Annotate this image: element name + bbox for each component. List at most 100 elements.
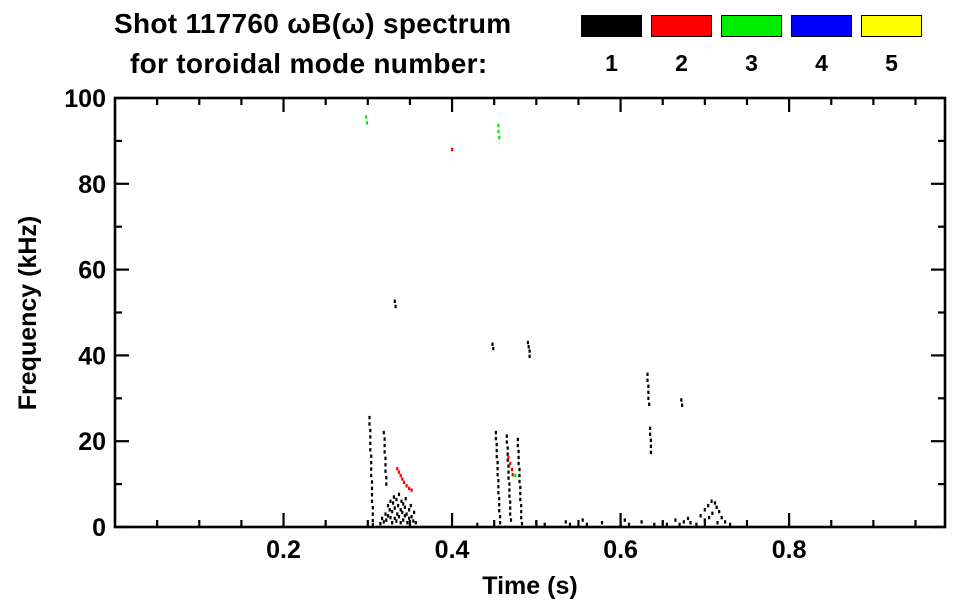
data-point	[370, 499, 374, 503]
y-axis-title: Frequency (kHz)	[14, 216, 42, 410]
data-point	[517, 455, 520, 460]
data-point	[680, 398, 683, 402]
data-point	[494, 430, 497, 435]
data-point	[623, 518, 626, 522]
data-point	[678, 522, 681, 527]
data-point	[409, 503, 412, 508]
data-point	[491, 342, 494, 346]
legend-number-5: 5	[885, 50, 898, 76]
data-point	[391, 521, 394, 525]
data-point	[520, 521, 524, 526]
y-tick-label: 100	[64, 85, 106, 113]
data-point	[498, 509, 501, 513]
data-point	[729, 522, 732, 527]
data-point	[370, 460, 373, 465]
data-point	[720, 515, 723, 520]
data-point	[381, 516, 384, 521]
data-point	[400, 499, 403, 503]
data-point	[392, 495, 395, 499]
data-point	[368, 422, 371, 426]
data-point	[370, 493, 374, 497]
data-point	[370, 480, 374, 484]
data-point	[476, 522, 479, 527]
data-point	[647, 384, 650, 388]
data-point	[520, 515, 523, 520]
data-point	[649, 450, 652, 455]
data-point	[507, 476, 510, 480]
data-point	[508, 494, 511, 498]
data-point	[585, 522, 588, 527]
data-point	[399, 473, 402, 478]
data-point	[408, 508, 411, 512]
data-point	[507, 470, 510, 474]
data-point	[681, 403, 684, 407]
data-point	[403, 514, 406, 518]
legend-swatch-mode-4	[791, 15, 852, 37]
data-point	[497, 479, 500, 483]
data-point	[711, 511, 714, 515]
data-point	[509, 461, 512, 466]
data-point	[514, 473, 517, 478]
data-point	[518, 473, 521, 478]
data-point	[384, 463, 387, 467]
data-point	[497, 129, 500, 134]
data-point	[653, 522, 656, 527]
data-point	[640, 520, 643, 524]
data-point	[517, 461, 520, 466]
plot-frame	[113, 96, 947, 529]
data-point	[383, 450, 386, 454]
data-point	[509, 500, 512, 504]
data-point	[369, 441, 372, 445]
data-point	[543, 522, 546, 527]
data-point	[649, 426, 652, 430]
data-point	[647, 390, 650, 394]
legend-number-2: 2	[675, 50, 688, 76]
data-point	[369, 435, 372, 439]
legend-swatch-mode-3	[721, 15, 782, 37]
data-point	[397, 470, 401, 474]
data-point	[391, 509, 394, 514]
data-point	[371, 518, 374, 523]
data-point	[710, 499, 713, 503]
data-point	[383, 437, 386, 441]
data-point	[397, 515, 401, 519]
data-point	[408, 486, 411, 491]
data-point	[496, 467, 499, 471]
x-tick-label: 0.4	[435, 536, 470, 564]
data-point	[505, 440, 508, 444]
data-point	[413, 510, 416, 515]
data-point	[682, 520, 685, 524]
data-point	[402, 480, 406, 485]
data-point	[564, 520, 567, 524]
data-point	[707, 503, 710, 508]
data-point	[370, 454, 373, 458]
data-point	[649, 438, 652, 442]
data-point	[528, 349, 531, 353]
figure-title-line1: Shot 117760 ωB(ω) spectrum	[114, 8, 512, 39]
data-point	[519, 485, 522, 490]
data-point	[370, 467, 373, 471]
data-point	[649, 444, 652, 448]
data-point	[497, 123, 500, 128]
data-point	[695, 522, 698, 527]
legend-number-3: 3	[745, 50, 758, 76]
data-point	[495, 442, 498, 447]
data-point	[393, 506, 396, 510]
data-point	[508, 482, 511, 486]
data-point	[385, 518, 388, 522]
data-point	[506, 458, 509, 462]
legend-swatch-mode-2	[651, 15, 712, 37]
data-point	[402, 518, 405, 522]
data-point	[689, 521, 692, 525]
data-point	[496, 473, 499, 477]
data-point	[365, 115, 368, 119]
data-point	[384, 456, 387, 461]
data-point	[368, 415, 371, 420]
data-point	[497, 485, 500, 489]
data-point	[516, 437, 519, 442]
data-point	[674, 518, 677, 522]
data-point	[649, 432, 652, 436]
data-point	[507, 464, 510, 468]
data-point	[518, 467, 521, 472]
